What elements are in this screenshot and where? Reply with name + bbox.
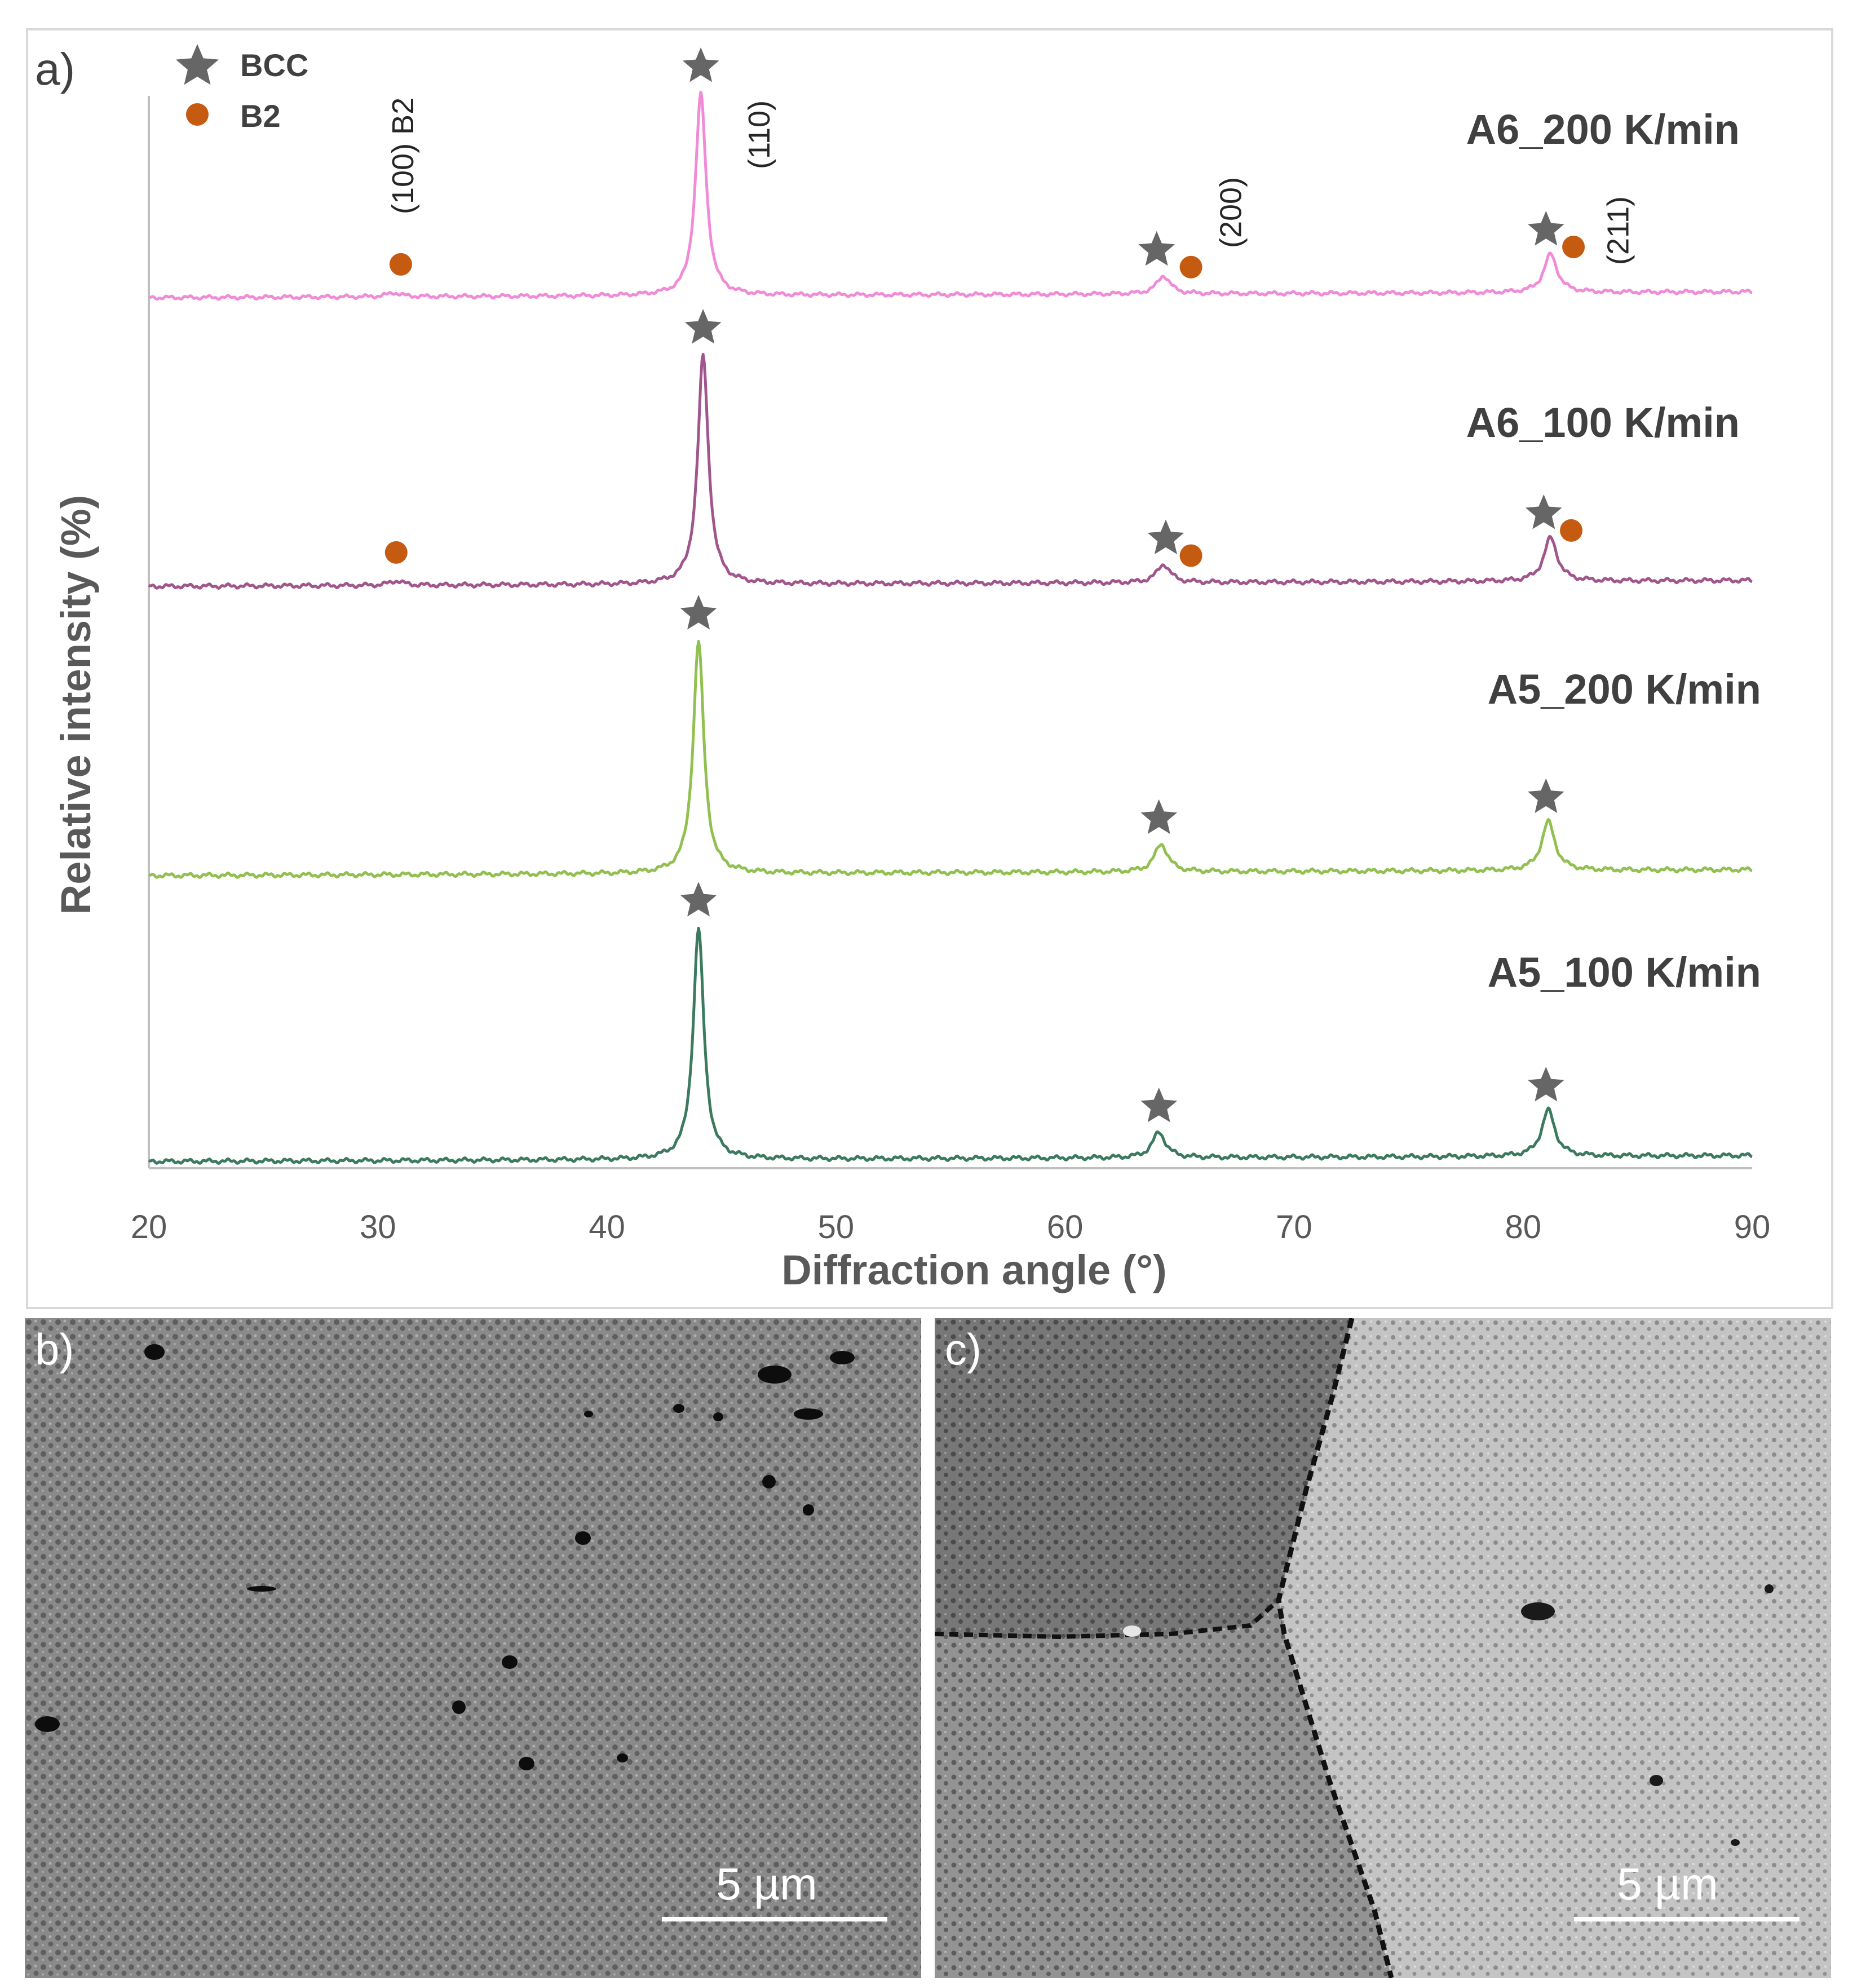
legend: BCC B2 [176,44,308,134]
bcc-star-icon-0-2 [1528,211,1564,246]
x-tick-label-80: 80 [1505,1209,1541,1245]
x-tick-label-60: 60 [1047,1209,1084,1245]
xrd-chart: a) 20 30 40 50 60 70 80 90 Diffraction angle (°… [26,28,1833,1309]
micrograph-b: b) 5 µm [25,1318,921,1978]
chart-frame [26,28,1833,1309]
bcc-star-icon-3-2 [1528,1067,1564,1102]
series-line-2 [148,639,1753,879]
bcc-star-icon-2-1 [1140,799,1178,834]
x-tick-label-30: 30 [360,1209,396,1245]
bcc-star-icon-2-2 [1528,778,1564,813]
panel-label-b: b) [35,1324,74,1374]
scale-bar-label-b: 5 µm [716,1859,817,1909]
bcc-star-icon-3-1 [1140,1087,1178,1123]
phase-markers [384,47,1585,1123]
x-tick-label-70: 70 [1276,1209,1312,1245]
x-tick-labels: 20 30 40 50 60 70 80 90 [131,1209,1771,1245]
x-axis-title: Diffraction angle (°) [781,1247,1166,1293]
legend-bcc-star-icon [176,44,219,85]
b2-circle-icon-1-0 [384,541,408,564]
x-tick-label-90: 90 [1734,1209,1771,1245]
y-axis-title: Relative intensity (%) [52,495,99,915]
b2-circle-icon-1-2 [1560,519,1583,542]
bcc-star-icon-1-0 [684,309,722,344]
legend-b2-label: B2 [240,98,281,134]
plane-label-0: (100) B2 [386,98,420,214]
series-labels: A6_200 K/min A6_100 K/min A5_200 K/min A5_1… [1466,106,1761,996]
series-line-1 [148,352,1753,590]
series-label-2: A5_200 K/min [1488,666,1761,713]
b2-circle-icon-0-0 [389,253,412,276]
plane-annotations: (100) B2 (110) (200) (211) [386,98,1635,265]
scale-bar-c [1574,1917,1799,1921]
sem-image-c [935,1318,1831,1978]
series-line-3 [148,926,1753,1165]
series-line-0 [148,90,1753,301]
legend-b2-circle-icon [186,103,209,126]
series-traces [148,90,1753,1165]
b2-circle-icon-0-2 [1562,235,1585,258]
x-tick-label-20: 20 [131,1209,167,1245]
scale-bar-b [662,1917,887,1921]
plane-label-1: (110) [742,100,776,169]
series-label-1: A6_100 K/min [1466,399,1740,446]
b2-circle-icon-0-1 [1179,255,1202,279]
legend-bcc-label: BCC [240,47,308,83]
bcc-star-icon-0-0 [682,47,719,82]
panel-label-a: a) [35,44,75,94]
plane-label-2: (200) [1214,177,1248,248]
xrd-chart-panel: a) 20 30 40 50 60 70 80 90 Diffraction angle (°… [26,28,1833,1309]
x-tick-label-50: 50 [818,1209,855,1245]
bcc-star-icon-2-0 [680,595,717,630]
plane-label-3: (211) [1601,196,1635,265]
scale-bar-label-c: 5 µm [1617,1859,1718,1909]
b2-circle-icon-1-1 [1179,544,1202,567]
sem-image-b [25,1318,921,1978]
panel-label-c: c) [945,1324,981,1374]
bcc-star-icon-1-1 [1147,519,1184,554]
micrograph-c: c) 5 µm [935,1318,1831,1978]
series-label-3: A5_100 K/min [1488,949,1761,996]
bcc-star-icon-0-1 [1138,231,1175,266]
bcc-star-icon-3-0 [680,882,717,917]
series-label-0: A6_200 K/min [1466,106,1740,153]
x-tick-label-40: 40 [589,1209,625,1245]
bcc-star-icon-1-2 [1525,494,1562,529]
